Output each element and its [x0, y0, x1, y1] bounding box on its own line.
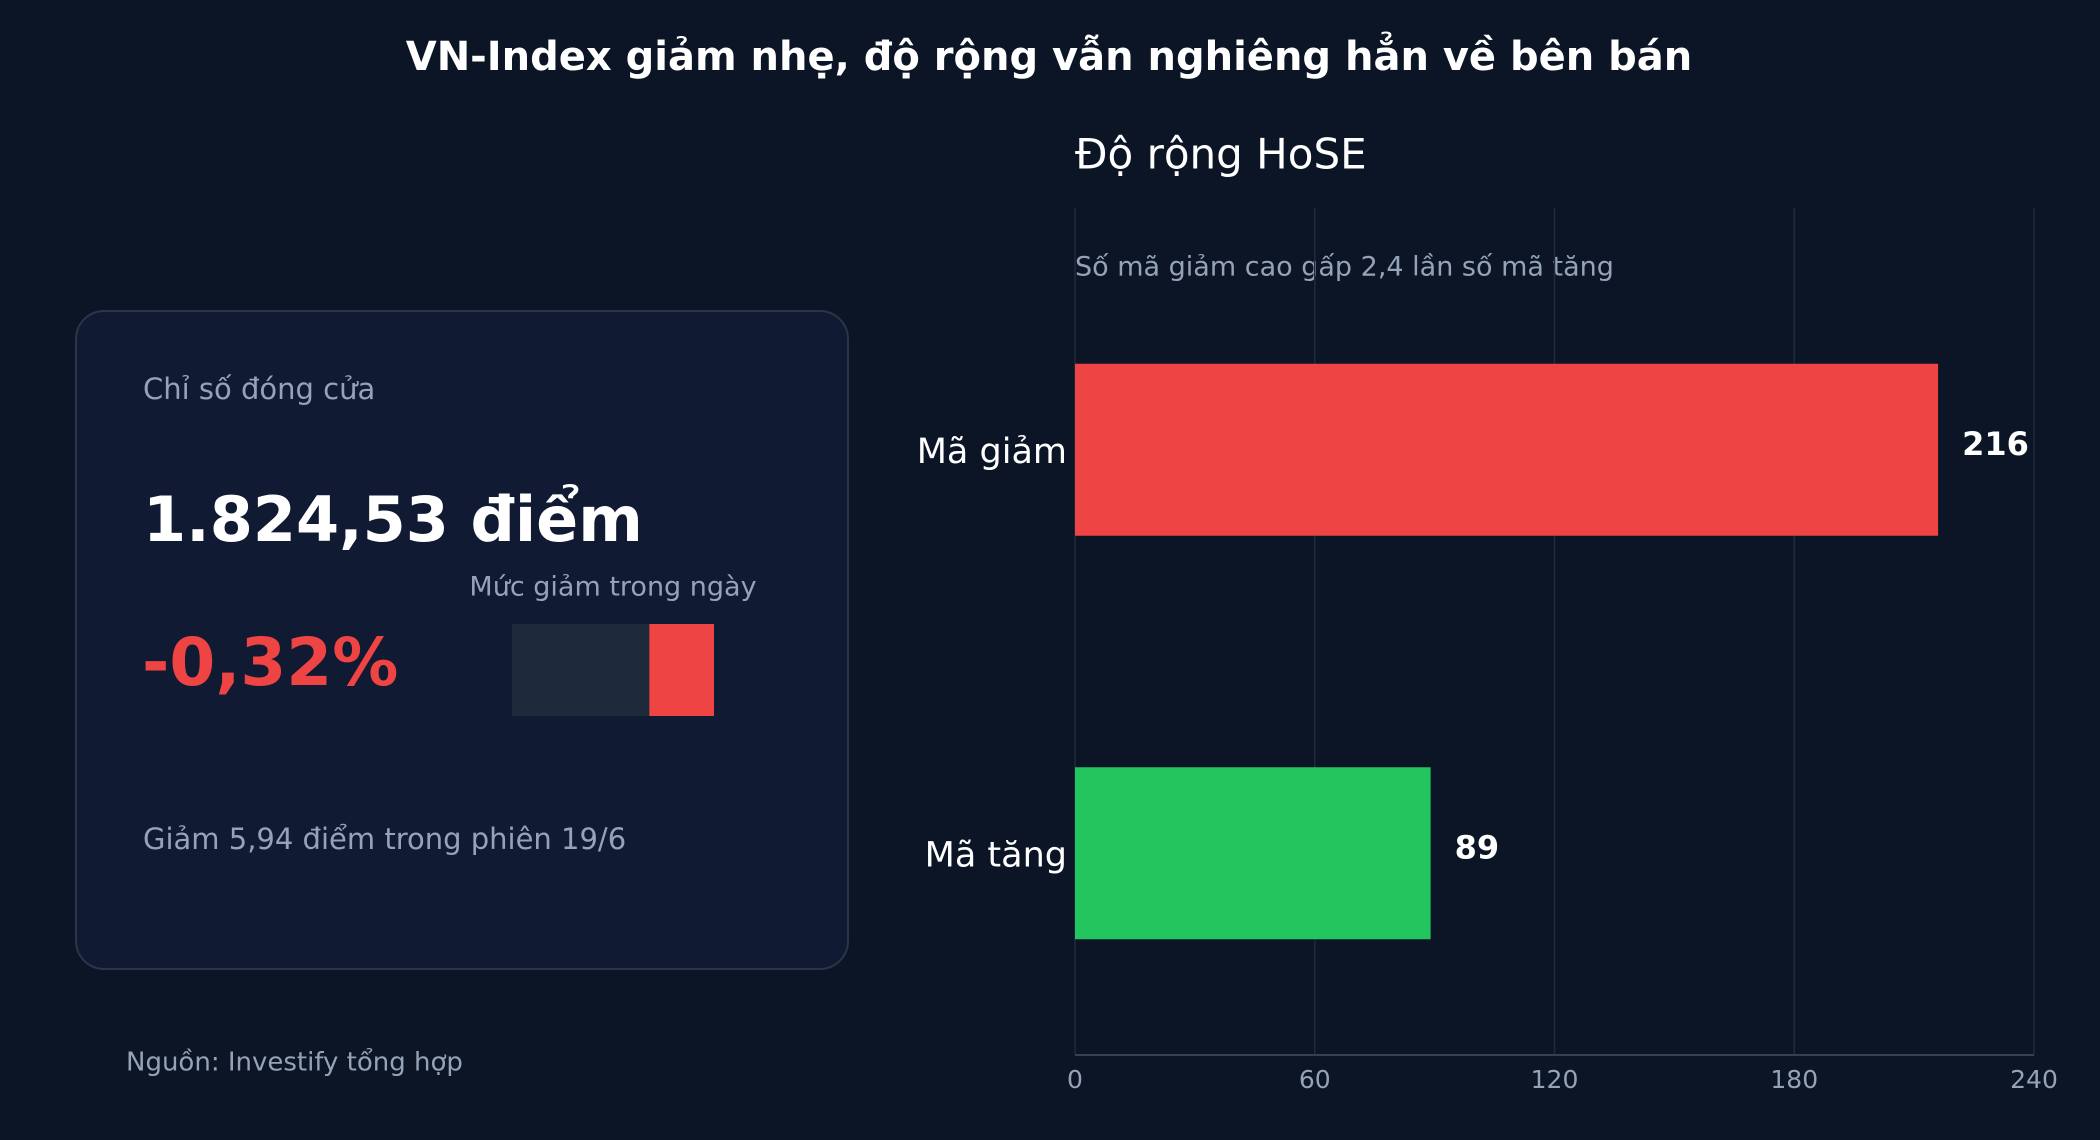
value-label: 89	[1455, 828, 1500, 866]
x-tick-label: 180	[1770, 1065, 1818, 1094]
change-value: -0,32%	[142, 624, 398, 701]
gauge-label: Mức giảm trong ngày	[469, 572, 756, 603]
x-tick-label: 60	[1299, 1065, 1331, 1094]
annotation: Số mã giảm cao gấp 2,4 lần số mã tăng	[1075, 252, 1614, 283]
x-tick-label: 0	[1067, 1065, 1083, 1094]
x-tick-label: 240	[2010, 1065, 2058, 1094]
category-label: Mã tăng	[925, 835, 1067, 875]
bar	[1075, 363, 1939, 536]
card	[75, 310, 849, 970]
card-note: Giảm 5,94 điểm trong phiên 19/6	[143, 822, 626, 856]
title: VN-Index giảm nhẹ, độ rộng vẫn nghiêng h…	[406, 30, 1693, 80]
index-value: 1.824,53 điểm	[143, 483, 643, 556]
value-label: 216	[1962, 425, 2029, 463]
bar	[1075, 767, 1431, 940]
source: Nguồn: Investify tổng hợp	[126, 1047, 463, 1078]
category-label: Mã giảm	[917, 432, 1067, 472]
card-label: Chỉ số đóng cửa	[143, 372, 375, 406]
chart-title: Độ rộng HoSE	[1075, 130, 1367, 179]
gauge-fill	[649, 624, 714, 716]
x-tick-label: 120	[1531, 1065, 1579, 1094]
